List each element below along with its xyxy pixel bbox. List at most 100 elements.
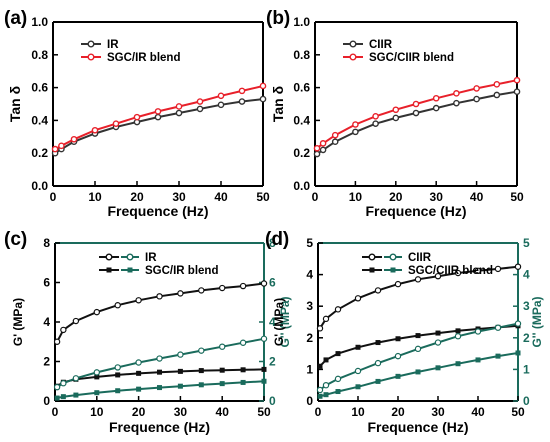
x-tick-label: 10 xyxy=(90,405,104,419)
data-point xyxy=(115,372,121,378)
data-point xyxy=(239,339,247,346)
data-point xyxy=(175,109,183,117)
data-point xyxy=(112,120,120,127)
y-tick-label: 0 xyxy=(306,394,313,408)
y-right-tick-label: 5 xyxy=(523,236,530,250)
legend-label: SGC/CIIR blend xyxy=(369,52,454,64)
legend-marker-right xyxy=(389,253,397,261)
legend-marker xyxy=(87,53,95,61)
data-point xyxy=(455,361,461,367)
data-point xyxy=(513,88,521,95)
x-tick-label: 40 xyxy=(214,190,228,204)
x-tick-label: 10 xyxy=(349,190,363,204)
legend-label: SGC/CIIR blend xyxy=(408,265,493,277)
y-tick-label: 3 xyxy=(306,299,313,313)
x-axis-label: Frequence (Hz) xyxy=(367,419,468,435)
data-point xyxy=(317,363,323,369)
legend-label: IR xyxy=(145,252,157,264)
data-point xyxy=(317,393,323,399)
x-tick-label: 50 xyxy=(510,190,524,204)
data-point xyxy=(240,367,246,373)
data-point xyxy=(133,113,141,121)
x-tick-label: 10 xyxy=(88,190,102,204)
x-tick-label: 50 xyxy=(257,405,271,419)
data-point xyxy=(323,357,329,363)
legend-marker-right xyxy=(390,267,396,273)
data-point xyxy=(334,306,342,313)
legend-label: CIIR xyxy=(369,39,393,51)
y-tick-label: 0.6 xyxy=(293,81,310,95)
panel-0: (a) 0 10 20 30 40 50 0.0 0.2 0.4 0.6 0.8 1.0 Frequenc… xyxy=(4,8,270,219)
data-point xyxy=(432,94,440,102)
y-tick-label: 0.2 xyxy=(293,146,310,160)
data-point xyxy=(352,128,359,136)
panel-label: (b) xyxy=(266,8,290,29)
data-point xyxy=(72,375,80,382)
y-tick-label: 1.0 xyxy=(293,15,310,29)
data-point xyxy=(53,383,61,391)
data-point xyxy=(196,105,204,113)
data-point xyxy=(177,383,183,389)
y-tick-label: 0.8 xyxy=(293,48,310,62)
data-point xyxy=(60,380,67,387)
data-point xyxy=(394,280,402,288)
legend-label: SGC/IR blend xyxy=(107,52,180,64)
data-point xyxy=(177,290,184,297)
x-tick-label: 20 xyxy=(130,190,144,204)
data-point xyxy=(435,330,441,336)
x-tick-label: 50 xyxy=(256,190,270,204)
data-point xyxy=(240,379,246,385)
data-point xyxy=(91,126,99,134)
data-point xyxy=(54,395,60,401)
data-point xyxy=(335,389,341,395)
data-point xyxy=(494,265,502,273)
data-point xyxy=(154,108,162,115)
data-point xyxy=(261,378,267,384)
x-axis-label: Frequence (Hz) xyxy=(365,203,466,219)
data-point xyxy=(261,366,267,372)
data-point xyxy=(435,365,441,371)
data-point xyxy=(177,368,183,374)
x-tick-label: 40 xyxy=(471,405,485,419)
data-point xyxy=(354,295,362,302)
data-point xyxy=(238,98,246,105)
y-tick-label: 0 xyxy=(43,394,50,408)
y-right-tick-label: 2 xyxy=(523,331,530,345)
data-point xyxy=(395,336,401,342)
data-point xyxy=(493,91,501,99)
y-right-axis-label: G'' (MPa) xyxy=(278,296,292,347)
data-point xyxy=(454,269,462,277)
y-axis-label: Tan δ xyxy=(270,86,286,122)
data-point xyxy=(175,103,183,110)
data-point xyxy=(374,359,382,367)
data-point xyxy=(217,92,225,100)
data-point xyxy=(319,140,327,147)
y-axis-label: Tan δ xyxy=(7,86,23,122)
y-tick-label: 0.6 xyxy=(31,81,48,95)
data-point xyxy=(115,388,121,394)
x-tick-label: 20 xyxy=(389,190,403,204)
y-tick-label: 0.0 xyxy=(31,179,48,193)
data-point xyxy=(475,357,481,363)
data-point xyxy=(473,95,480,103)
data-point xyxy=(157,369,162,375)
x-tick-label: 40 xyxy=(216,405,230,419)
data-point xyxy=(157,385,162,391)
data-point xyxy=(355,344,361,350)
y-right-tick-label: 6 xyxy=(269,276,276,290)
y-tick-label: 4 xyxy=(306,268,313,282)
data-point xyxy=(198,368,204,374)
data-point xyxy=(198,382,204,388)
data-point xyxy=(455,328,461,334)
data-point xyxy=(156,355,163,362)
data-point xyxy=(58,142,65,150)
legend-marker xyxy=(349,40,357,48)
data-point xyxy=(73,392,79,398)
data-point xyxy=(494,324,502,331)
data-point xyxy=(93,308,101,316)
data-point xyxy=(72,317,80,325)
data-point xyxy=(136,370,142,376)
legend-marker xyxy=(106,267,112,273)
y-tick-label: 0.4 xyxy=(31,113,48,127)
